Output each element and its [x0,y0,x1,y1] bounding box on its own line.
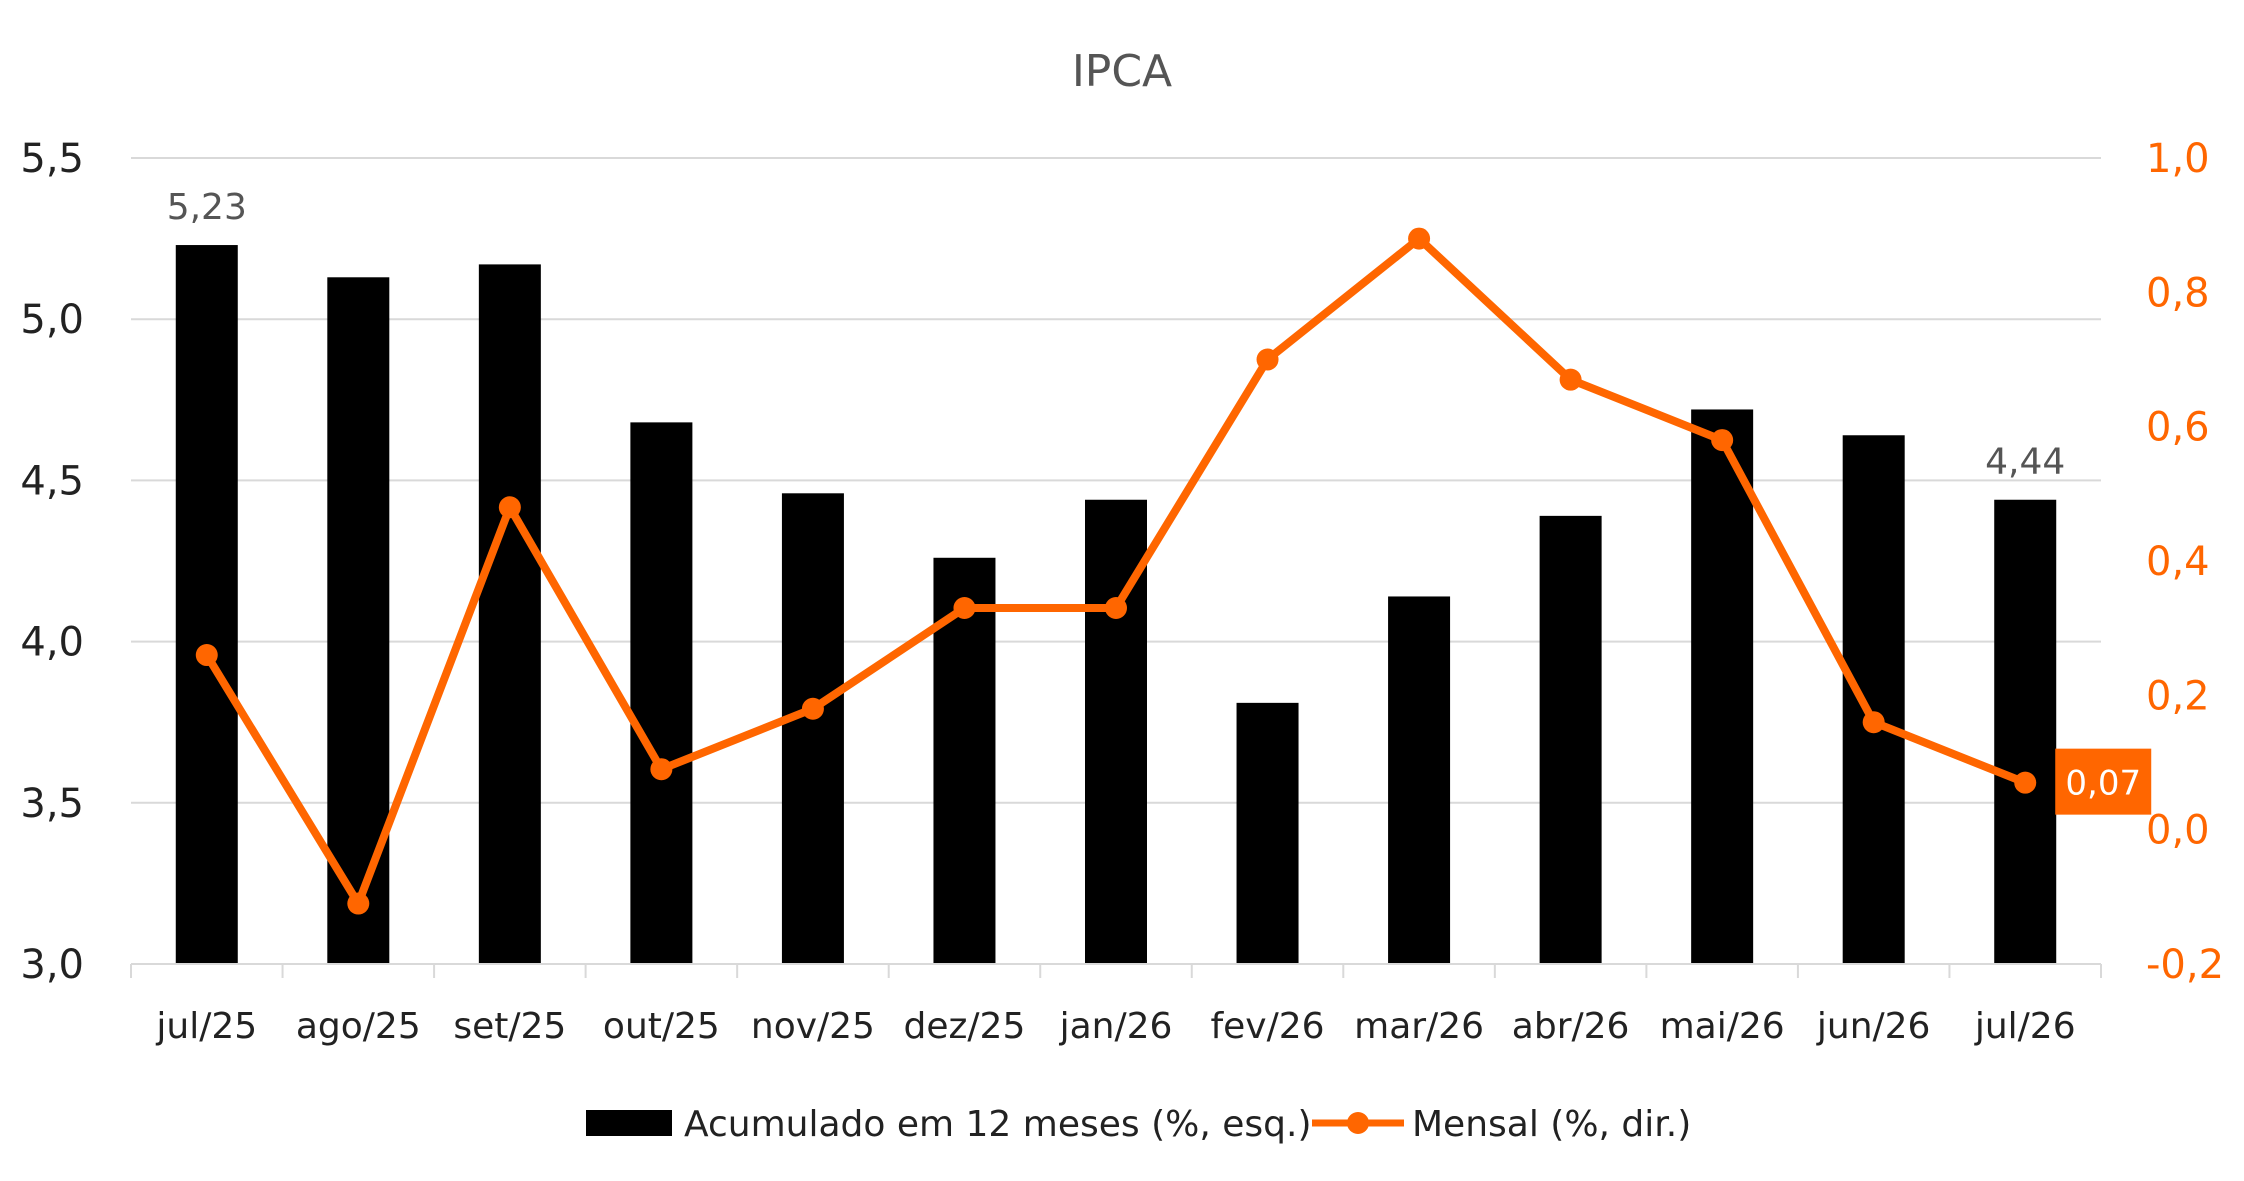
bar [1691,409,1754,964]
legend: Acumulado em 12 meses (%, esq.) Mensal (… [586,1104,1691,1145]
axes: 3,0 3,5 4,0 4,5 5,0 5,5 -0,2 0,0 0,2 0,4 0,6 0,8 1,0… [20,136,2224,1047]
bar [175,245,238,965]
data-label: 0,07 [2065,764,2141,804]
y-left-tick-label: 5,0 [20,297,84,343]
line-point [347,892,370,915]
x-tick-label: jul/26 [1974,1006,2076,1047]
legend-label-bar: Acumulado em 12 meses (%, esq.) [684,1104,1312,1145]
legend-label-line: Mensal (%, dir.) [1412,1104,1691,1145]
y-right-tick-label: 0,4 [2146,539,2210,585]
y-right-tick-label: 0,0 [2146,808,2210,854]
y-right-tick-label: 0,6 [2146,405,2210,451]
legend-swatch-marker [1347,1112,1369,1134]
line-point [1256,348,1279,371]
x-tick-label: set/25 [453,1006,566,1047]
line-point [1711,429,1734,452]
x-tick-label: jul/25 [155,1006,257,1047]
data-label-box [2055,748,2152,815]
bar [1388,596,1451,964]
line-point [1559,368,1582,391]
x-tick-label: ago/25 [296,1006,421,1047]
y-right-tick-label: 1,0 [2146,136,2210,182]
chart-title: IPCA [1072,46,1172,97]
bar [630,422,693,964]
bar [1539,515,1602,964]
x-tick-label: mar/26 [1354,1006,1484,1047]
legend-swatch-bar [586,1110,672,1136]
x-tick-label: out/25 [603,1006,720,1047]
line-point [195,644,218,667]
x-tick-label: nov/25 [751,1006,875,1047]
data-label: 5,23 [167,187,247,228]
y-left-tick-label: 5,5 [20,136,84,182]
bar-series [175,245,2057,965]
x-tick-label: jan/26 [1059,1006,1173,1047]
line-point [1105,597,1127,620]
x-tick-label: mai/26 [1660,1006,1785,1047]
bar [1842,435,1905,964]
y-right-tick-label: 0,8 [2146,270,2210,316]
x-tick-label: dez/25 [904,1006,1026,1047]
line-point [801,697,824,720]
y-right-tick-label: -0,2 [2146,942,2224,988]
bar [1994,499,2057,964]
bar [1236,702,1299,964]
line-point [498,496,521,519]
y-left-tick-label: 3,5 [20,781,84,827]
bar [478,264,541,965]
data-label: 4,44 [1985,442,2065,483]
data-labels: 5,23 4,44 0,07 [167,187,2152,815]
y-left-tick-label: 4,5 [20,458,84,504]
line-point [1408,227,1431,250]
y-left-tick-label: 4,0 [20,620,84,666]
line-series [195,227,2037,915]
y-left-tick-label: 3,0 [20,942,84,988]
x-tick-label: fev/26 [1210,1006,1324,1047]
line-point [2014,771,2037,794]
x-tick-label: jun/26 [1816,1006,1931,1047]
line-point [650,758,673,781]
line-point [1862,711,1885,734]
bar [781,493,844,964]
line-point [953,597,976,620]
x-tick-label: abr/26 [1512,1006,1630,1047]
y-right-tick-label: 0,2 [2146,673,2210,719]
